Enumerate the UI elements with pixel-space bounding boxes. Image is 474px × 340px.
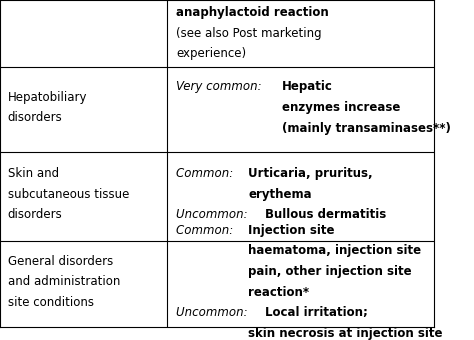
Text: Common:: Common: [176, 224, 237, 237]
Text: Local irritation;: Local irritation; [265, 306, 368, 319]
Text: erythema: erythema [248, 188, 312, 201]
Text: disorders: disorders [8, 111, 63, 124]
Text: pain, other injection site: pain, other injection site [248, 265, 412, 278]
Text: Common:: Common: [176, 167, 237, 180]
Text: disorders: disorders [8, 208, 63, 221]
Text: Injection site: Injection site [248, 224, 335, 237]
Text: Uncommon:: Uncommon: [176, 306, 252, 319]
Text: Hepatic: Hepatic [282, 80, 333, 94]
Text: Skin and: Skin and [8, 167, 59, 180]
Text: anaphylactoid reaction: anaphylactoid reaction [176, 6, 329, 19]
Text: Uncommon:: Uncommon: [176, 208, 252, 221]
Text: (see also Post marketing: (see also Post marketing [176, 27, 322, 39]
Text: haematoma, injection site: haematoma, injection site [248, 244, 421, 257]
Text: and administration: and administration [8, 275, 120, 288]
Text: General disorders: General disorders [8, 255, 113, 268]
Text: subcutaneous tissue: subcutaneous tissue [8, 188, 129, 201]
Text: skin necrosis at injection site: skin necrosis at injection site [248, 327, 443, 340]
Text: Urticaria, pruritus,: Urticaria, pruritus, [248, 167, 373, 180]
Text: Very common:: Very common: [176, 80, 266, 94]
Text: Hepatobiliary: Hepatobiliary [8, 91, 87, 104]
Text: Bullous dermatitis: Bullous dermatitis [265, 208, 387, 221]
Text: experience): experience) [176, 47, 246, 60]
Text: reaction*: reaction* [248, 286, 310, 299]
Text: site conditions: site conditions [8, 296, 94, 309]
Text: enzymes increase: enzymes increase [282, 101, 401, 114]
Text: (mainly transaminases**): (mainly transaminases**) [282, 122, 451, 135]
